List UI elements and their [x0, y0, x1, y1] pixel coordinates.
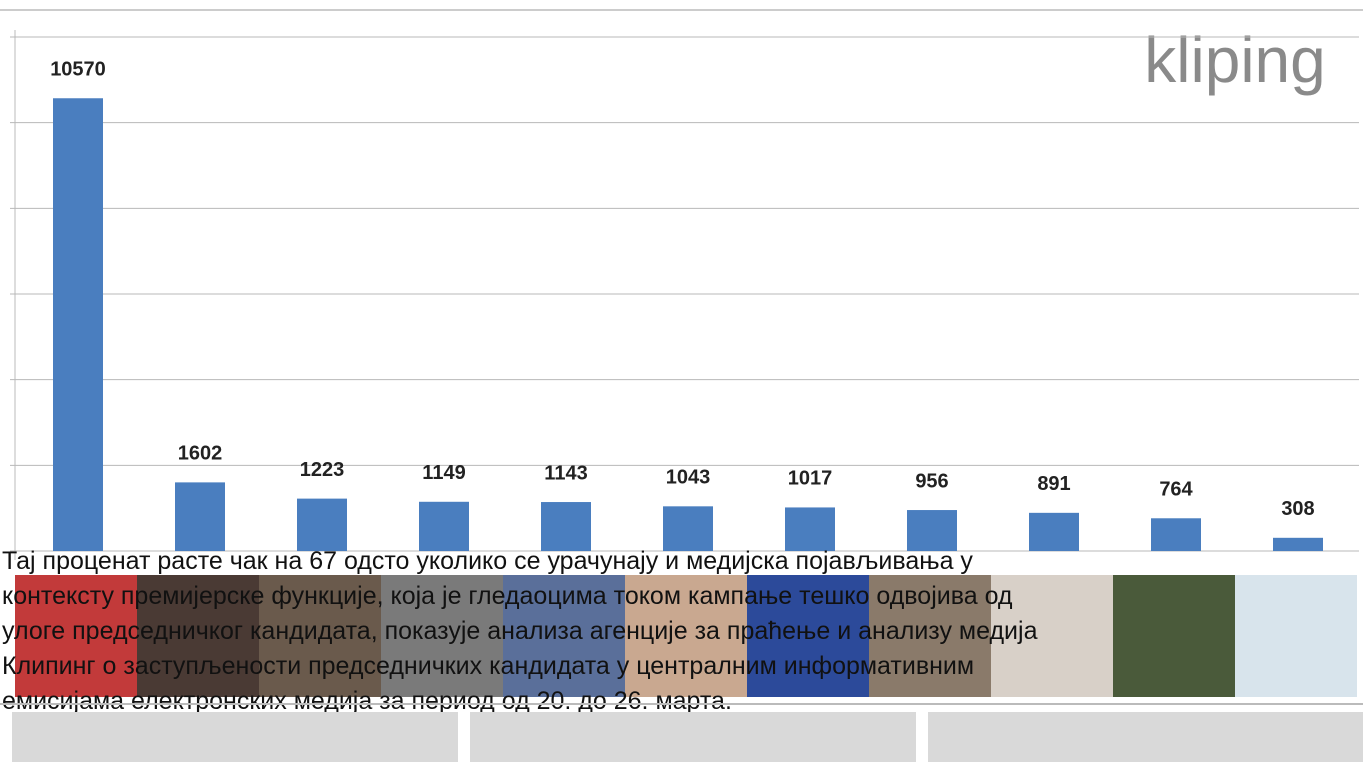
photo: [1113, 575, 1235, 697]
value-label: 1223: [300, 459, 345, 481]
bar: [1151, 518, 1201, 551]
caption-line: Клипинг о заступљености председничких ка…: [2, 649, 1037, 684]
logo: kliping: [1144, 24, 1325, 96]
bar: [175, 482, 225, 551]
value-label: 1017: [788, 468, 833, 490]
value-label: 1043: [666, 467, 711, 489]
value-label: 10570: [50, 59, 106, 81]
value-label: 1149: [422, 462, 465, 484]
value-label: 1602: [178, 443, 223, 465]
panel: [12, 712, 458, 762]
page: kliping 10570 1602 1223 1149 1143 1043 1017 956…: [0, 0, 1363, 762]
bar: [53, 98, 103, 551]
caption-line: контексту премијерске функције, која је …: [2, 579, 1037, 614]
caption: Тај проценат расте чак на 67 одсто уколи…: [2, 544, 1037, 719]
rule: [0, 703, 1363, 705]
panel: [928, 712, 1363, 762]
value-label: 308: [1281, 498, 1314, 520]
panel: [470, 712, 916, 762]
bar: [1273, 538, 1323, 551]
value-label: 1143: [544, 462, 587, 484]
value-label: 891: [1037, 473, 1070, 495]
value-label: 764: [1159, 479, 1193, 501]
photo: [1235, 575, 1357, 697]
value-label: 956: [915, 470, 948, 492]
caption-line: Тај проценат расте чак на 67 одсто уколи…: [2, 544, 1037, 579]
caption-line: улоге председничког кандидата, показује …: [2, 614, 1037, 649]
